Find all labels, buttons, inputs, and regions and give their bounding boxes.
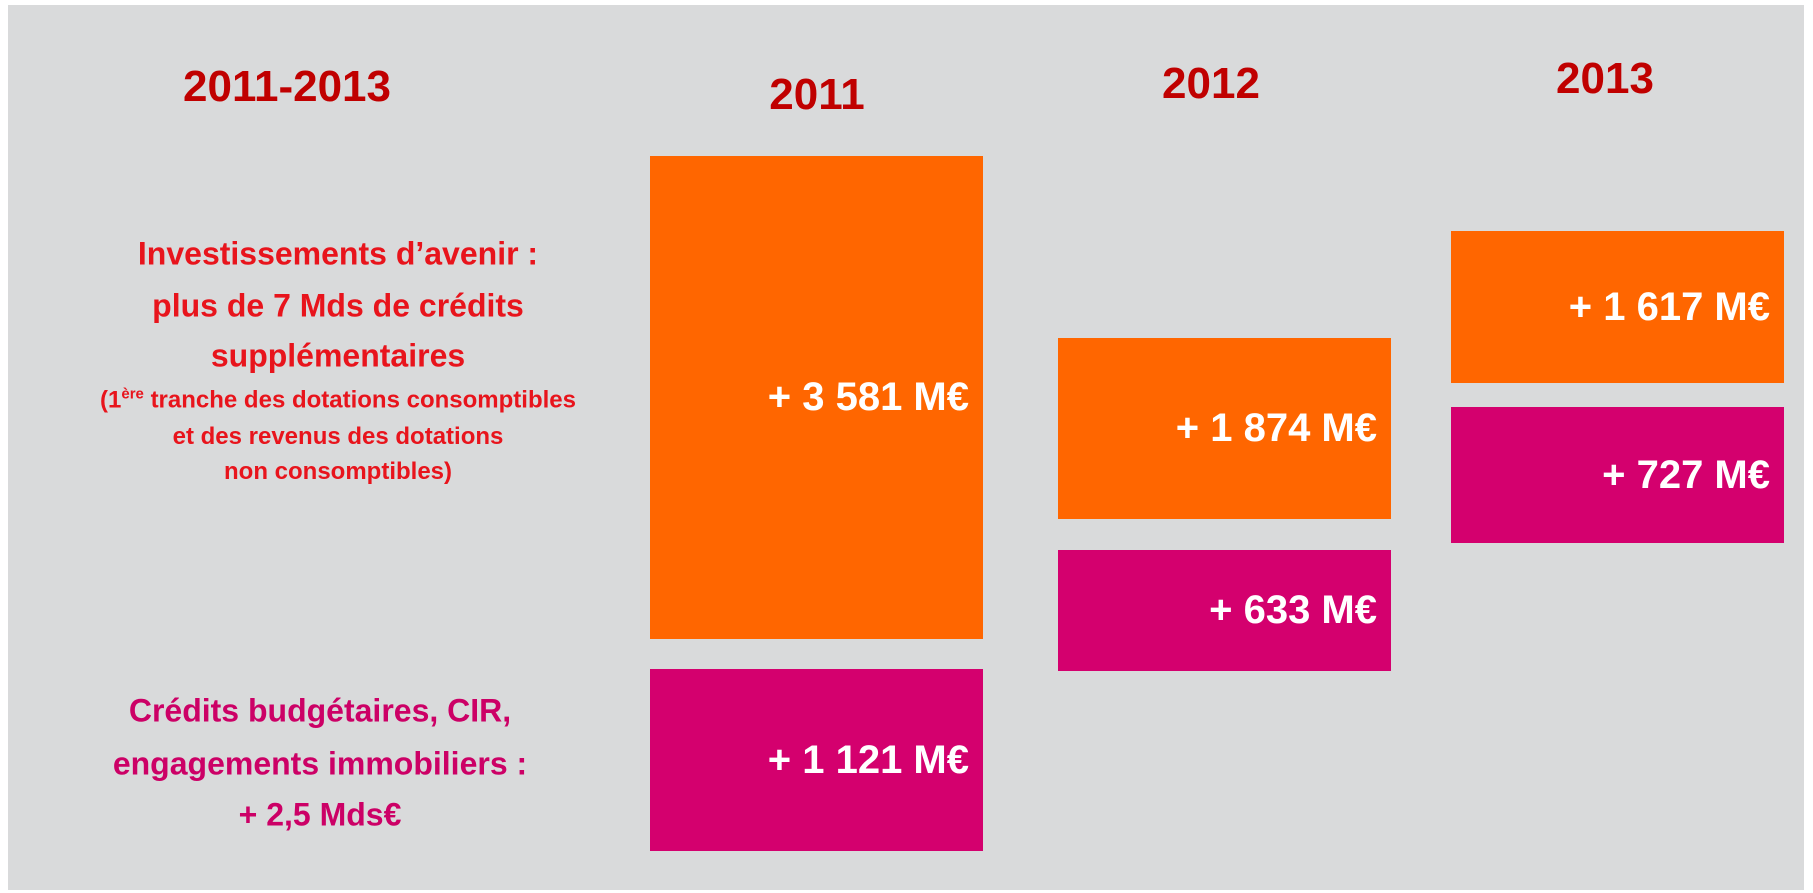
investments-box: + 1 874 M€ bbox=[1058, 338, 1391, 519]
note-sup: ère bbox=[121, 385, 144, 403]
note-text: (1 bbox=[100, 386, 122, 414]
period-title: 2011-2013 bbox=[183, 62, 391, 111]
year-title: 2012 bbox=[1162, 59, 1260, 108]
legend-line: plus de 7 Mds de crédits bbox=[152, 287, 524, 324]
year-title: 2011 bbox=[769, 70, 865, 119]
legend-line: Crédits budgétaires, CIR, bbox=[128, 692, 512, 729]
investments-box: + 3 581 M€ bbox=[650, 156, 983, 639]
investments-box: + 1 617 M€ bbox=[1451, 231, 1784, 383]
legend-note: non consomptibles) bbox=[224, 458, 452, 485]
credits-box: + 727 M€ bbox=[1451, 407, 1784, 543]
legend-line: supplémentaires bbox=[210, 337, 466, 374]
legend-note: (1ère tranche des dotations consomptible… bbox=[100, 386, 576, 415]
year-title: 2013 bbox=[1556, 54, 1654, 103]
legend-line: engagements immobiliers : bbox=[112, 745, 528, 782]
legend-note: et des revenus des dotations bbox=[172, 423, 504, 450]
credits-box: + 1 121 M€ bbox=[650, 669, 983, 851]
credits-box: + 633 M€ bbox=[1058, 550, 1391, 671]
legend-line: Investissements d’avenir : bbox=[137, 235, 539, 272]
note-text: tranche des dotations consomptibles bbox=[143, 386, 576, 414]
legend-line: + 2,5 Mds€ bbox=[238, 796, 402, 833]
